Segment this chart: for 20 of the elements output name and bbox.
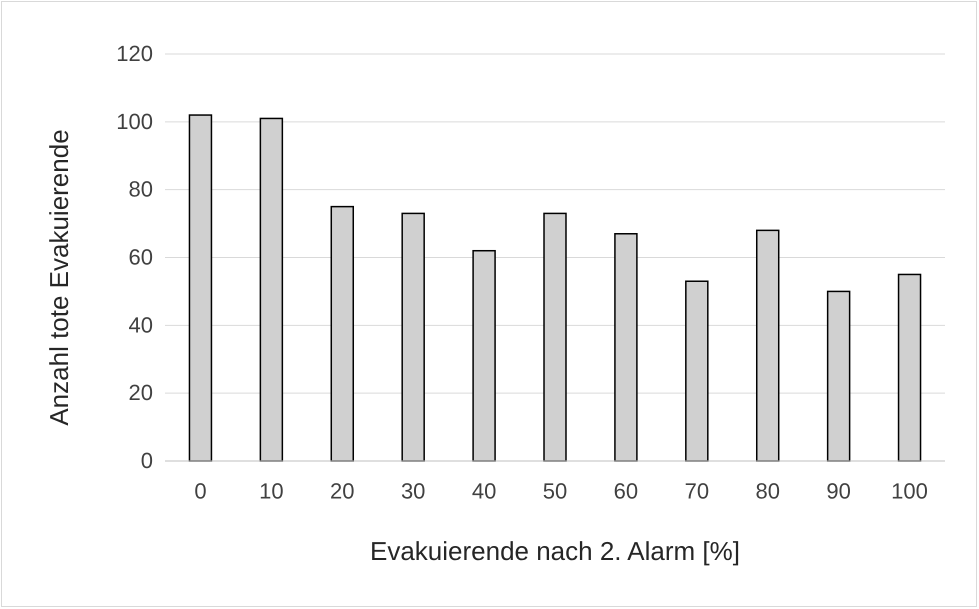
x-tick-label: 40 — [472, 478, 496, 504]
y-tick-label: 40 — [128, 312, 153, 338]
x-tick-label: 90 — [826, 478, 851, 504]
x-tick-label: 0 — [194, 478, 207, 504]
x-tick-label: 100 — [891, 478, 928, 504]
x-tick-label: 50 — [542, 478, 568, 504]
x-tick-label: 20 — [330, 478, 355, 504]
y-axis-title: Anzahl tote Evakuierende — [44, 129, 74, 426]
y-tick-label: 100 — [116, 108, 153, 134]
y-tick-label: 20 — [128, 380, 153, 406]
x-tick-label: 70 — [684, 478, 710, 504]
x-tick-label: 60 — [614, 478, 638, 504]
y-tick-label: 0 — [140, 448, 153, 474]
x-tick-label: 10 — [259, 478, 284, 504]
x-tick-label: 80 — [755, 478, 780, 504]
y-tick-label: 60 — [128, 244, 153, 270]
y-tick-label: 120 — [116, 41, 153, 66]
x-axis-title: Evakuierende nach 2. Alarm [%] — [370, 536, 740, 566]
x-tick-label: 30 — [400, 478, 426, 504]
y-tick-label: 80 — [128, 176, 153, 202]
